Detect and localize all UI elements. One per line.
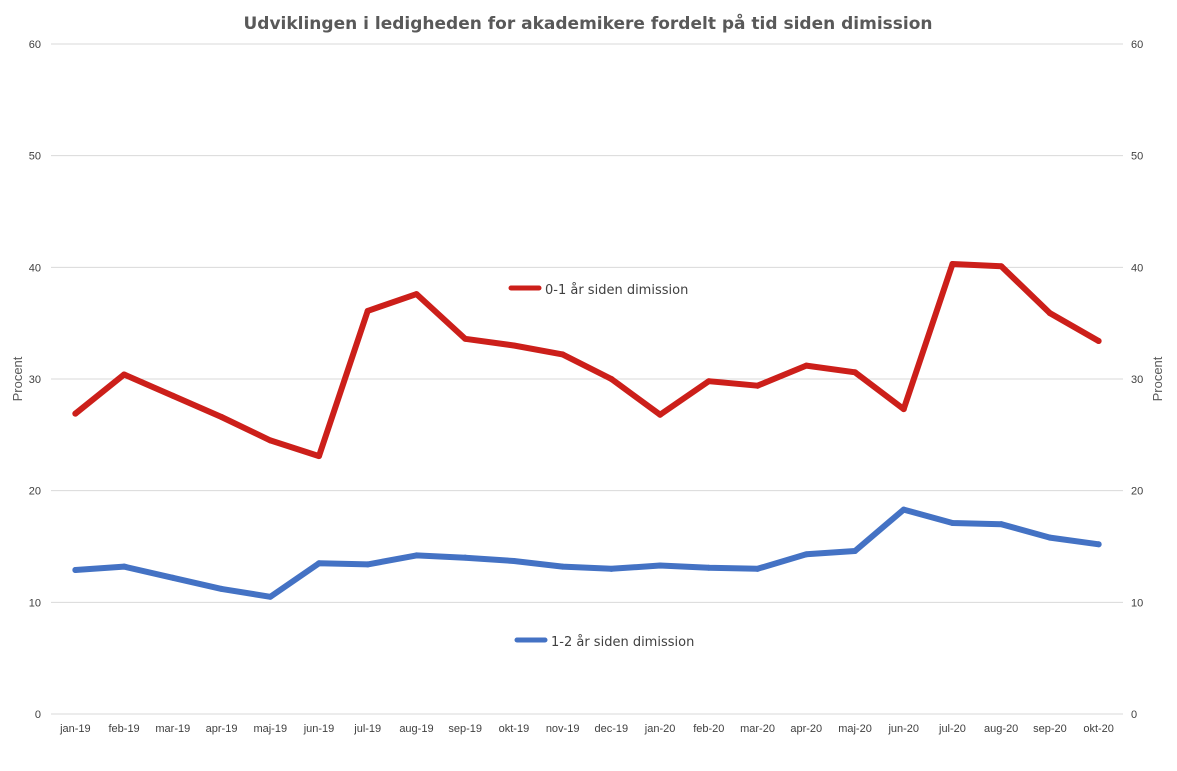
series-1-point <box>998 521 1005 528</box>
x-tick-label: aug-19 <box>399 723 433 735</box>
series-0-point <box>705 378 712 385</box>
series-line-0 <box>72 261 1102 460</box>
x-tick-label: nov-19 <box>546 723 580 735</box>
right-y-tick-label: 0 <box>1131 709 1137 721</box>
series-0-point <box>803 362 810 369</box>
series-1-point <box>754 565 761 572</box>
series-1-point <box>169 574 176 581</box>
series-1-point <box>1046 534 1053 541</box>
series-0-point <box>852 369 858 376</box>
x-tick-label: jan-19 <box>59 723 91 735</box>
right-y-tick-label: 20 <box>1131 486 1143 498</box>
series-1-point <box>462 554 469 561</box>
right-y-tick-label: 10 <box>1131 597 1143 609</box>
series-1-point <box>949 520 956 527</box>
left-y-tick-label: 10 <box>29 597 41 609</box>
x-tick-label: aug-20 <box>984 723 1018 735</box>
series-1-point <box>1095 541 1102 548</box>
series-0-point <box>900 406 907 413</box>
series-1-point <box>121 563 128 570</box>
x-axis-ticks: jan-19 feb-19 mar-19 apr-19 maj-19 jun-19 jul-… <box>59 723 1114 735</box>
x-tick-label: okt-20 <box>1083 723 1114 735</box>
left-y-tick-label: 30 <box>29 374 41 386</box>
series-0-point <box>413 291 420 298</box>
series-0-point <box>1095 338 1102 345</box>
series-1-point <box>364 561 371 568</box>
series-1-point <box>657 562 664 569</box>
series-0-point <box>998 263 1005 270</box>
series-0-point <box>510 342 517 349</box>
right-y-tick-label: 30 <box>1131 374 1143 386</box>
series-0-point <box>754 382 761 389</box>
series-0-point <box>218 413 225 420</box>
x-tick-label: sep-19 <box>448 723 482 735</box>
left-y-tick-label: 20 <box>29 486 41 498</box>
x-tick-label: jul-20 <box>938 723 966 735</box>
series-1-point <box>608 565 615 572</box>
x-tick-label: maj-19 <box>253 723 287 735</box>
left-y-tick-label: 40 <box>29 262 41 274</box>
left-y-tick-label: 60 <box>29 39 41 51</box>
x-tick-label: jun-19 <box>303 723 335 735</box>
series-1-point <box>852 547 858 554</box>
series-0-point <box>559 351 566 358</box>
series-0-point <box>608 376 615 382</box>
series-0-point <box>657 411 664 418</box>
left-y-axis-title: Procent <box>10 356 25 401</box>
right-y-tick-label: 60 <box>1131 39 1143 51</box>
x-tick-label: apr-19 <box>206 723 238 735</box>
x-tick-label: feb-20 <box>693 723 724 735</box>
series-1-point <box>413 552 420 559</box>
series-0-point <box>364 307 371 314</box>
series-line-1 <box>72 506 1102 600</box>
legend-label-1-2-years: 1-2 år siden dimission <box>551 635 694 650</box>
right-y-axis-ticks: 0 10 20 30 40 50 60 <box>1131 39 1143 721</box>
x-tick-label: jan-20 <box>644 723 676 735</box>
left-y-axis-ticks: 0 10 20 30 40 50 60 <box>29 39 41 721</box>
series-0-point <box>462 335 469 342</box>
series-1-point <box>705 564 712 571</box>
series-1-point <box>803 551 810 558</box>
x-tick-label: jul-19 <box>353 723 381 735</box>
series-0-point <box>169 392 176 399</box>
series-1-point <box>510 558 517 565</box>
legend-item-1-2-years: 1-2 år siden dimission <box>514 635 694 650</box>
series-1-point <box>559 563 566 570</box>
left-y-tick-label: 50 <box>29 151 41 163</box>
x-tick-label: feb-19 <box>108 723 139 735</box>
series-lines <box>72 260 1102 600</box>
right-y-tick-label: 50 <box>1131 151 1143 163</box>
x-tick-label: sep-20 <box>1033 723 1067 735</box>
series-1-point <box>218 585 225 592</box>
chart-title: Udviklingen i ledigheden for akademikere… <box>243 12 932 34</box>
series-0-point <box>1046 310 1053 317</box>
right-y-tick-label: 40 <box>1131 262 1143 274</box>
x-tick-label: jun-20 <box>887 723 919 735</box>
series-1-point <box>900 506 907 513</box>
x-tick-label: dec-19 <box>595 723 629 735</box>
gridlines <box>51 43 1123 715</box>
x-tick-label: mar-19 <box>155 723 190 735</box>
legend-label-0-1-years: 0-1 år siden dimission <box>545 283 688 298</box>
x-tick-label: maj-20 <box>838 723 872 735</box>
series-1-point <box>267 593 274 600</box>
series-0-point <box>267 437 274 444</box>
legend-item-0-1-years: 0-1 år siden dimission <box>508 283 688 298</box>
x-tick-label: okt-19 <box>499 723 530 735</box>
right-y-axis-title: Procent <box>1150 356 1165 401</box>
series-0-point <box>316 453 322 460</box>
series-1-point <box>316 560 322 567</box>
x-tick-label: mar-20 <box>740 723 775 735</box>
series-0-point <box>72 410 79 417</box>
x-tick-label: apr-20 <box>790 723 822 735</box>
series-1-point <box>72 566 79 573</box>
left-y-tick-label: 0 <box>35 709 41 721</box>
series-0-point <box>949 260 956 267</box>
series-0-point <box>121 371 128 378</box>
